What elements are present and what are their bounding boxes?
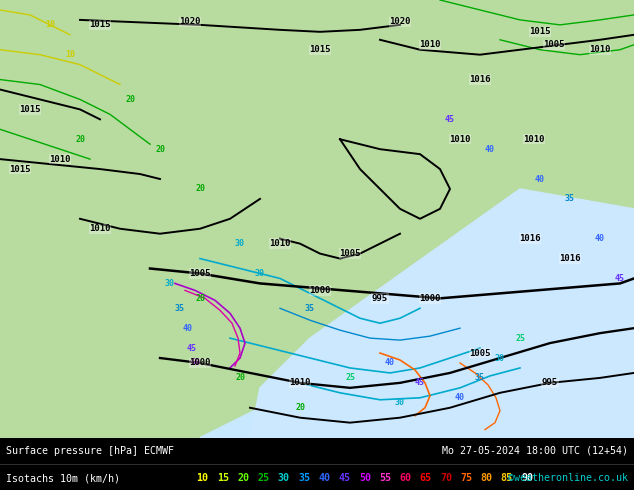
Polygon shape: [270, 219, 634, 438]
Text: 1010: 1010: [289, 378, 311, 388]
Text: 10: 10: [197, 473, 209, 484]
Text: 40: 40: [318, 473, 330, 484]
Text: 1010: 1010: [450, 135, 471, 144]
Text: 35: 35: [565, 195, 575, 203]
Text: 1005: 1005: [469, 348, 491, 358]
Text: 15: 15: [217, 473, 229, 484]
Text: 1000: 1000: [190, 359, 210, 368]
Text: 50: 50: [359, 473, 371, 484]
Text: 20: 20: [195, 294, 205, 303]
Text: 85: 85: [501, 473, 513, 484]
Text: 1005: 1005: [543, 40, 565, 49]
Text: 1005: 1005: [339, 249, 361, 258]
Text: 40: 40: [485, 145, 495, 154]
Text: Surface pressure [hPa] ECMWF: Surface pressure [hPa] ECMWF: [6, 446, 174, 456]
Text: Isotachs 10m (km/h): Isotachs 10m (km/h): [6, 473, 120, 484]
Text: 1016: 1016: [469, 75, 491, 84]
Text: 40: 40: [595, 234, 605, 243]
Polygon shape: [200, 338, 634, 438]
Text: 1010: 1010: [49, 155, 71, 164]
Text: 45: 45: [615, 274, 625, 283]
Text: 1010: 1010: [419, 40, 441, 49]
Text: 55: 55: [379, 473, 391, 484]
Text: 70: 70: [440, 473, 452, 484]
Text: 995: 995: [372, 294, 388, 303]
Text: 30: 30: [395, 398, 405, 407]
Text: 1015: 1015: [10, 165, 31, 173]
Text: 20: 20: [125, 95, 135, 104]
Text: 30: 30: [165, 279, 175, 288]
Text: 35: 35: [175, 304, 185, 313]
Text: 30: 30: [255, 269, 265, 278]
Text: 45: 45: [415, 378, 425, 388]
Text: 1000: 1000: [309, 286, 331, 295]
Text: 10: 10: [45, 21, 55, 29]
Text: 1000: 1000: [419, 294, 441, 303]
Text: 1015: 1015: [89, 21, 111, 29]
Text: 45: 45: [445, 115, 455, 124]
Text: 25: 25: [515, 334, 525, 343]
Text: 40: 40: [455, 393, 465, 402]
Text: Mo 27-05-2024 18:00 UTC (12+54): Mo 27-05-2024 18:00 UTC (12+54): [442, 446, 628, 456]
Text: 20: 20: [295, 403, 305, 412]
Text: 30: 30: [495, 353, 505, 363]
Text: 995: 995: [542, 378, 558, 388]
Text: 65: 65: [420, 473, 432, 484]
Text: 45: 45: [187, 343, 197, 353]
Text: 10: 10: [65, 50, 75, 59]
Text: 35: 35: [305, 304, 315, 313]
Text: 40: 40: [535, 174, 545, 184]
Text: 30: 30: [278, 473, 290, 484]
Text: 1015: 1015: [19, 105, 41, 114]
Text: 1016: 1016: [559, 254, 581, 263]
Text: 1020: 1020: [179, 17, 201, 26]
Polygon shape: [460, 259, 634, 438]
Text: 60: 60: [399, 473, 411, 484]
Text: 1010: 1010: [269, 239, 291, 248]
Text: ©weatheronline.co.uk: ©weatheronline.co.uk: [508, 473, 628, 484]
Text: 40: 40: [385, 359, 395, 368]
Text: 90: 90: [521, 473, 533, 484]
Text: 40: 40: [183, 324, 193, 333]
Text: 45: 45: [339, 473, 351, 484]
Text: 20: 20: [195, 184, 205, 194]
Text: 1010: 1010: [589, 45, 611, 54]
Text: 35: 35: [475, 373, 485, 382]
Text: 25: 25: [345, 373, 355, 382]
Text: 50: 50: [190, 359, 200, 368]
Text: 1020: 1020: [389, 17, 411, 26]
Text: 75: 75: [460, 473, 472, 484]
Text: 35: 35: [298, 473, 310, 484]
Text: 20: 20: [75, 135, 85, 144]
Text: 1016: 1016: [519, 234, 541, 243]
Text: 1015: 1015: [309, 45, 331, 54]
Polygon shape: [250, 189, 634, 438]
Text: 1010: 1010: [523, 135, 545, 144]
Text: 1015: 1015: [529, 27, 551, 36]
Text: 1005: 1005: [190, 269, 210, 278]
Text: 20: 20: [237, 473, 249, 484]
Text: 20: 20: [235, 373, 245, 382]
Text: 25: 25: [257, 473, 269, 484]
Text: 30: 30: [235, 239, 245, 248]
Text: 20: 20: [155, 145, 165, 154]
Text: 1010: 1010: [89, 224, 111, 233]
Text: 80: 80: [481, 473, 493, 484]
